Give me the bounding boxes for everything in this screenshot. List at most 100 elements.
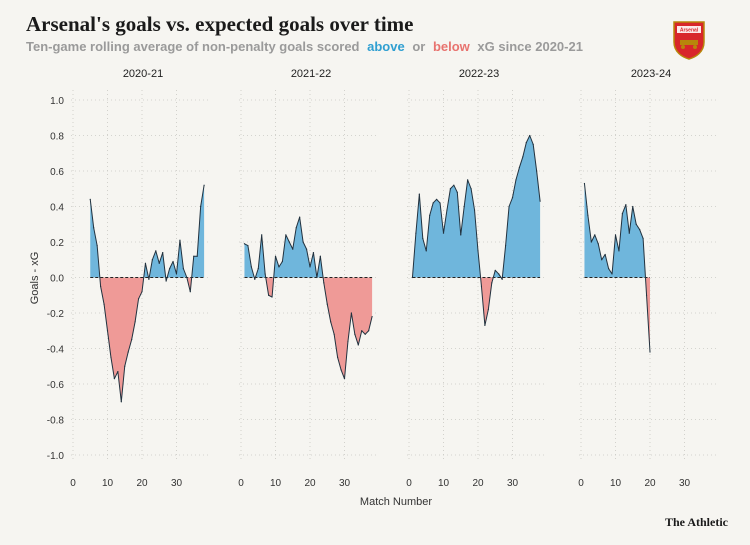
y-tick-label: 0.8 [50,132,64,143]
data-point [151,259,153,261]
x-tick-label: 0 [238,478,244,489]
data-point [522,156,524,158]
data-point [618,250,620,252]
data-point [274,255,277,257]
data-point [632,205,634,208]
data-point [343,378,346,380]
data-point [442,232,445,234]
data-point [316,276,318,279]
x-tick-label: 30 [339,478,351,489]
data-point [264,273,266,275]
series-line-2023-24 [583,183,651,353]
y-tick-label: 1.0 [50,96,64,107]
chart-subtitle: Ten-game rolling average of non-penalty … [26,39,587,54]
subtitle-above: above [367,39,405,54]
data-point [261,234,263,236]
data-point [477,250,479,252]
data-point [590,241,592,243]
y-tick-label: 0.4 [50,203,64,214]
x-tick-label: 10 [438,478,450,489]
data-point [347,340,349,342]
data-point [505,244,507,247]
data-point [487,308,489,311]
area-below-2020-21 [90,277,205,402]
data-point [501,278,503,280]
data-point [257,268,259,270]
data-point [439,202,441,204]
subtitle-below: below [432,39,470,54]
x-tick-label: 30 [171,478,183,489]
data-point [642,237,644,240]
data-point [473,209,476,211]
data-point [498,273,500,275]
data-point [330,321,332,323]
data-point [169,268,171,270]
data-point [432,202,434,204]
data-point [172,260,174,263]
data-point [639,228,641,231]
data-point [467,179,469,181]
panel-title-2020-21: 2020-21 [123,68,163,80]
data-point [309,266,311,268]
data-point [165,280,167,282]
data-point [463,205,465,208]
data-point [364,333,366,335]
y-axis-label: Goals - xG [29,252,41,305]
data-point [608,268,610,270]
data-point [175,273,178,275]
data-point [418,193,420,195]
data-point [446,209,448,211]
data-point [179,239,181,241]
x-tick-label: 10 [610,478,622,489]
data-point [285,234,287,236]
x-tick-label: 10 [270,478,282,489]
data-point [604,253,606,256]
arsenal-crest-logo: Arsenal [673,21,705,60]
x-tick-label: 20 [644,478,656,489]
data-point [158,262,160,264]
data-point [614,234,617,236]
data-point [587,214,589,216]
y-tick-label: 0.2 [50,238,64,249]
credit-the-athletic: The Athletic [665,515,728,529]
data-point [113,378,115,380]
data-point [124,365,126,367]
panel-title-2021-22: 2021-22 [291,68,331,80]
data-point [354,333,356,335]
area-above-2023-24 [584,183,650,278]
series-line-2020-21 [89,185,205,403]
data-point [515,179,517,181]
data-point [196,255,198,257]
data-point [89,198,91,200]
data-point [484,324,486,327]
data-point [529,134,531,137]
data-point [539,200,541,202]
data-point [103,303,105,305]
x-tick-label: 30 [507,478,519,489]
data-point [601,259,603,261]
data-point [203,184,205,186]
y-tick-label: -0.8 [47,416,65,427]
data-point [281,260,283,263]
y-tick-label: -0.4 [47,345,65,356]
data-point [340,369,342,371]
panel-title-2023-24: 2023-24 [631,68,671,80]
data-point [292,248,294,250]
chart-title: Arsenal's goals vs. expected goals over … [26,12,414,36]
data-point [299,216,301,218]
data-point [645,294,648,296]
data-point [250,266,252,268]
area-above-2021-22 [244,217,373,278]
data-point [415,232,417,234]
data-point [597,243,599,245]
y-tick-label: 0.6 [50,167,64,178]
crest-text: Arsenal [680,28,699,34]
data-point [131,339,133,341]
data-point [470,188,472,190]
data-point [305,248,308,250]
data-point [368,330,370,332]
data-point [480,285,483,287]
y-tick-label: -0.2 [47,309,65,320]
data-point [134,321,136,323]
data-point [649,351,651,353]
